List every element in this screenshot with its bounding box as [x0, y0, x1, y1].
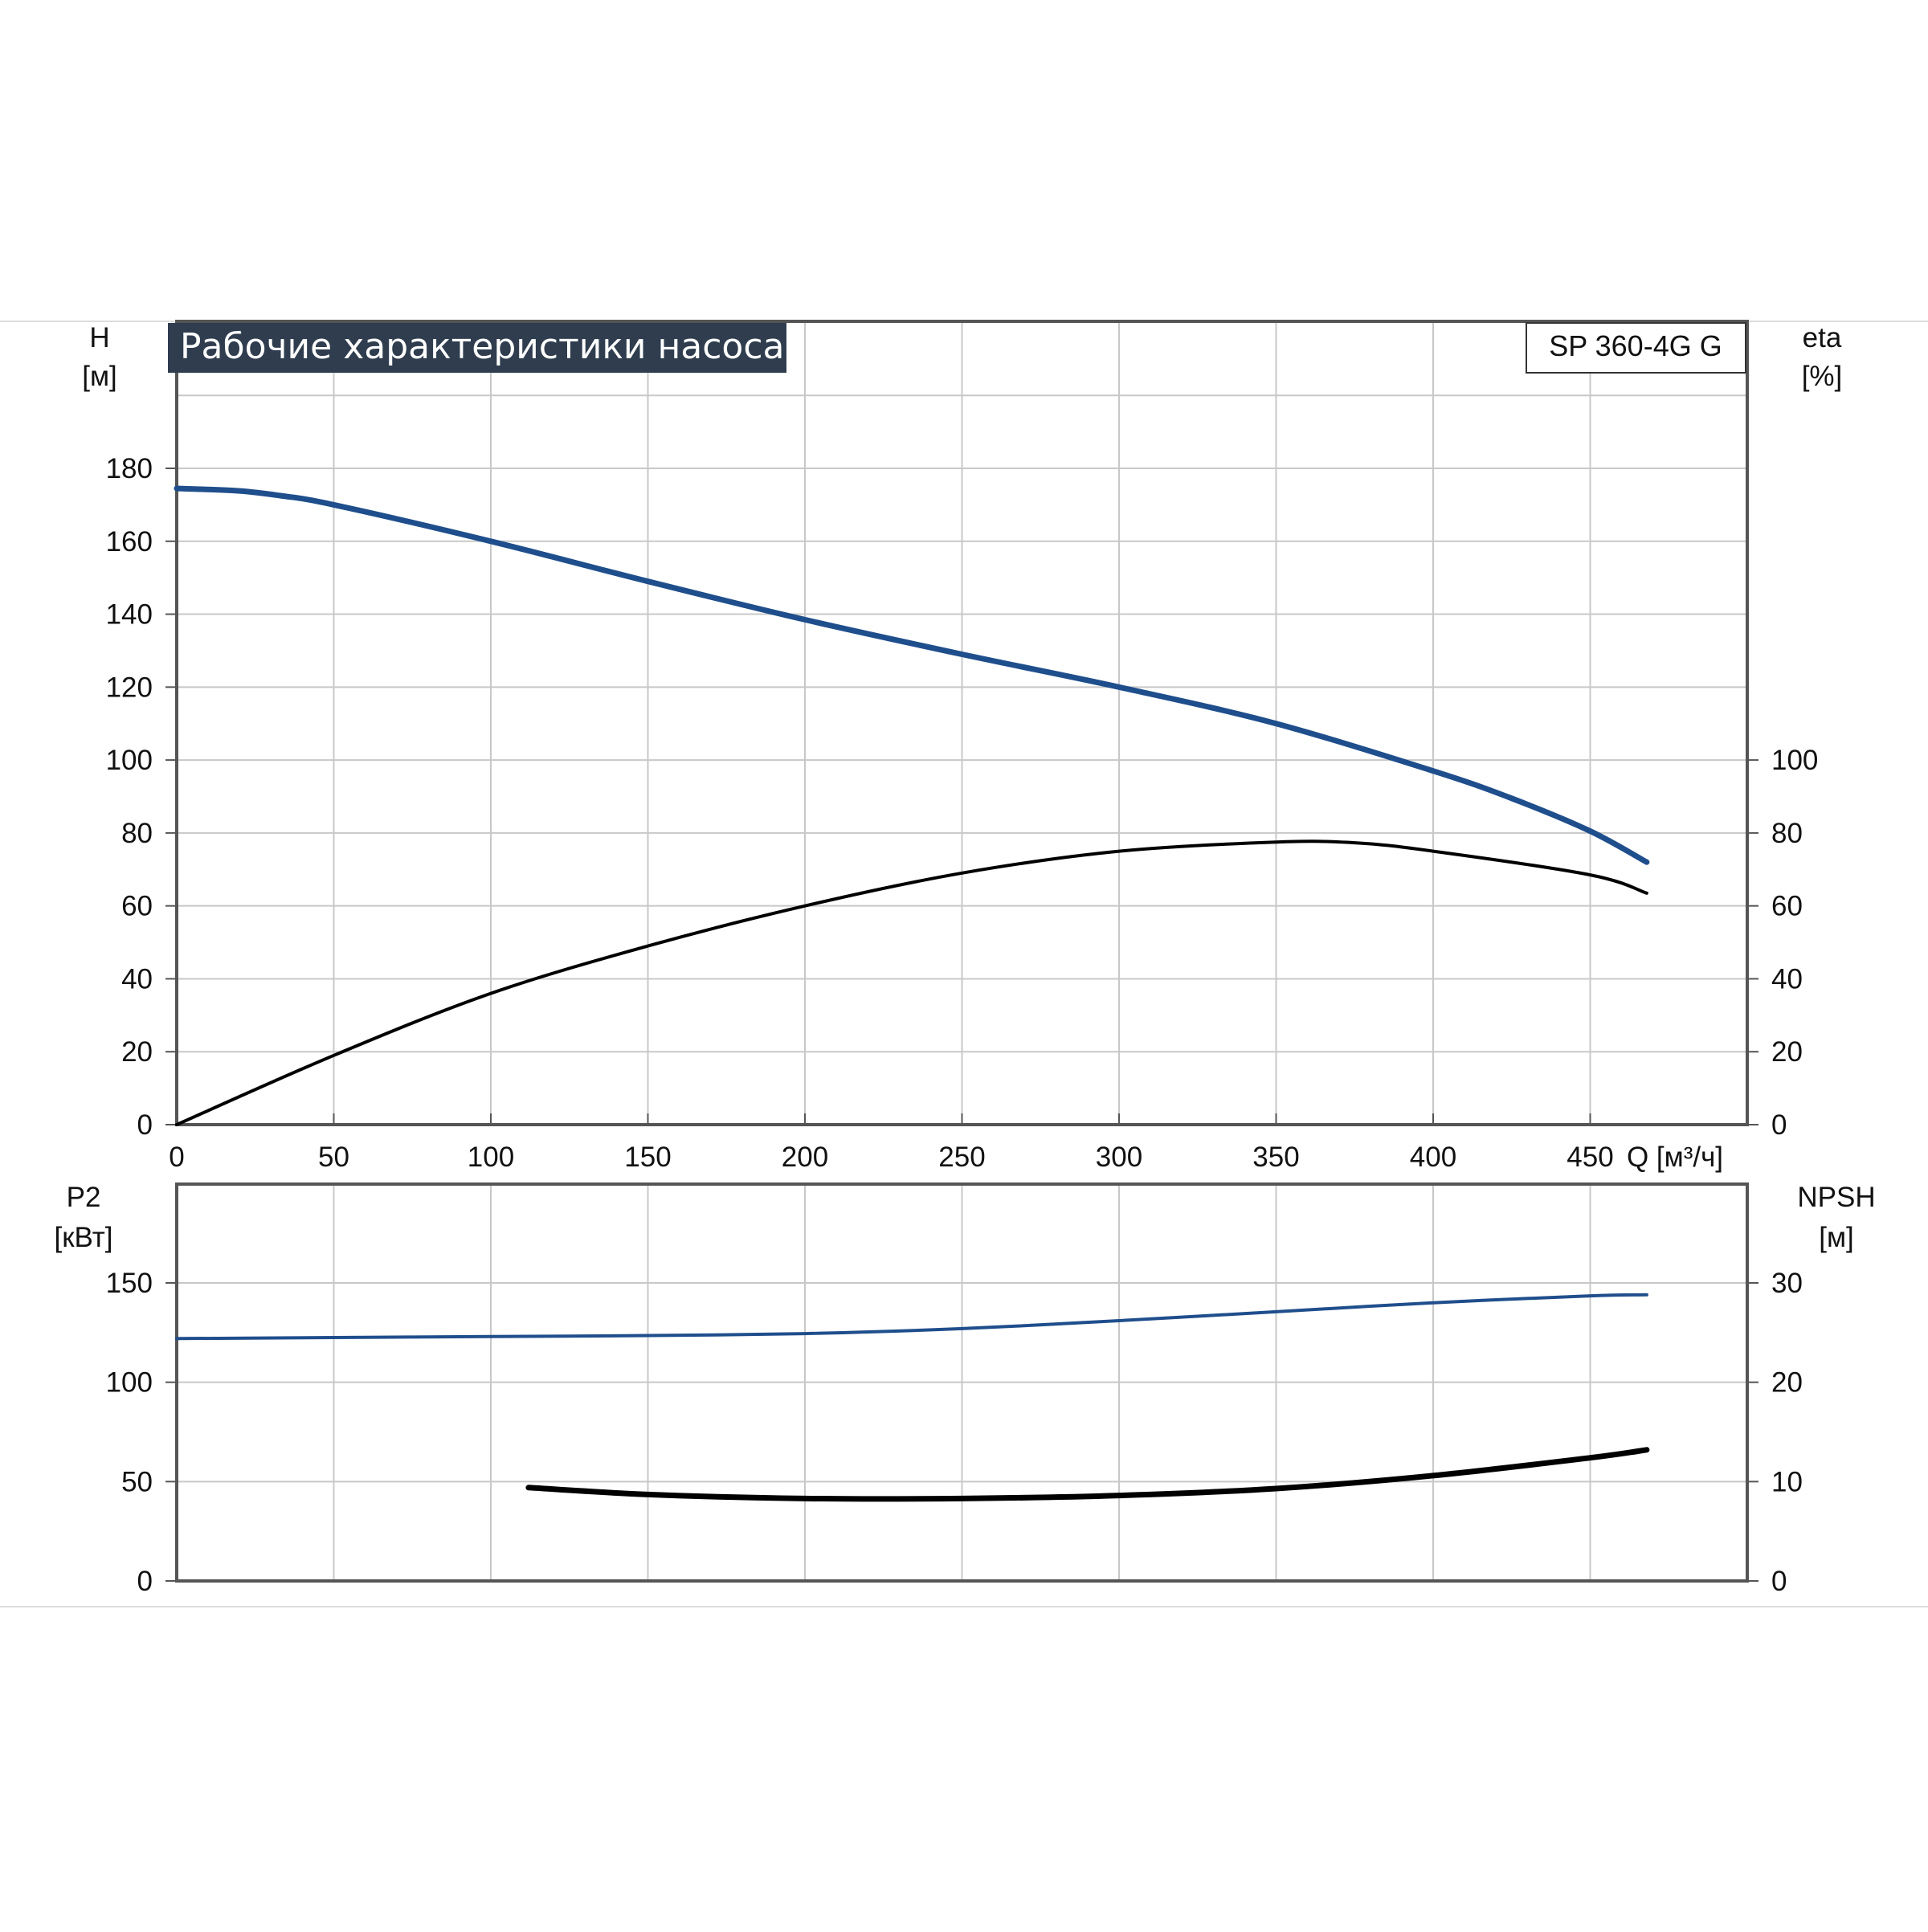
x-tick-label: 300 — [1096, 1142, 1142, 1173]
q-axis-label: Q [м³/ч] — [1627, 1142, 1723, 1173]
bottom-grid — [177, 1184, 1747, 1581]
p2-curve — [175, 1293, 1648, 1341]
eta-tick-label: 0 — [1771, 1109, 1787, 1141]
eta-tick-label: 80 — [1771, 818, 1803, 849]
x-tick-label: 450 — [1566, 1142, 1613, 1173]
x-tick-label: 50 — [318, 1142, 349, 1173]
x-tick-label: 150 — [624, 1142, 671, 1173]
npsh-tick-label: 20 — [1771, 1367, 1803, 1399]
p2-axis-unit: [кВт] — [55, 1222, 113, 1253]
p2-tick-label: 150 — [106, 1268, 153, 1299]
h-tick-label: 160 — [106, 526, 153, 558]
npsh-axis-unit: [м] — [1819, 1222, 1854, 1253]
chart-title: Рабочие характеристики насоса — [168, 323, 786, 373]
eta-tick-label: 100 — [1771, 745, 1818, 776]
npsh-tick-label: 30 — [1771, 1268, 1803, 1299]
h-tick-label: 0 — [137, 1109, 153, 1141]
h-tick-label: 140 — [106, 599, 153, 631]
h-curve — [174, 485, 1650, 865]
title-banner — [168, 323, 786, 373]
h-tick-label: 120 — [106, 672, 153, 703]
eta-axis-label: eta — [1803, 322, 1842, 353]
npsh-curve — [525, 1447, 1650, 1502]
eta-tick-label: 40 — [1771, 963, 1803, 995]
x-tick-label: 100 — [468, 1142, 514, 1173]
h-axis-unit: [м] — [82, 361, 117, 392]
npsh-tick-label: 0 — [1771, 1566, 1787, 1597]
h-axis-label: H — [89, 322, 109, 353]
bottom-ticks: 0 50 100 150 0 10 20 30 — [106, 1268, 1803, 1597]
p2-tick-label: 50 — [121, 1466, 153, 1497]
title-text: Рабочие характеристики насоса — [180, 326, 784, 367]
npsh-axis-label: NPSH — [1797, 1182, 1875, 1213]
top-ticks: 0 50 100 150 200 250 300 350 400 4500204060801001… — [106, 453, 1819, 1173]
x-tick-label: 350 — [1252, 1142, 1299, 1173]
model-box: SP 360-4G G — [1526, 322, 1746, 374]
p2-tick-label: 100 — [106, 1367, 153, 1399]
bottom-series — [175, 1293, 1650, 1502]
h-tick-label: 80 — [121, 818, 153, 849]
top-grid — [177, 321, 1747, 1125]
model-frame — [1526, 322, 1746, 374]
p2-tick-label: 0 — [137, 1566, 153, 1597]
x-tick-label: 0 — [169, 1142, 184, 1173]
eta-tick-label: 20 — [1771, 1036, 1803, 1068]
eta-axis-unit: [%] — [1802, 361, 1843, 392]
h-tick-label: 40 — [121, 963, 153, 995]
h-tick-label: 180 — [106, 453, 153, 484]
top-series — [174, 485, 1650, 1126]
h-tick-label: 20 — [121, 1036, 153, 1068]
h-tick-label: 60 — [121, 891, 153, 922]
x-tick-label: 200 — [782, 1142, 828, 1173]
eta-tick-label: 60 — [1771, 891, 1803, 922]
p2-axis-label: P2 — [67, 1182, 101, 1213]
x-tick-label: 250 — [938, 1142, 985, 1173]
x-tick-label: 400 — [1410, 1142, 1456, 1173]
npsh-tick-label: 10 — [1771, 1466, 1803, 1497]
eta-curve — [175, 839, 1648, 1126]
model-text: SP 360-4G G — [1549, 329, 1722, 362]
h-tick-label: 100 — [106, 745, 153, 776]
